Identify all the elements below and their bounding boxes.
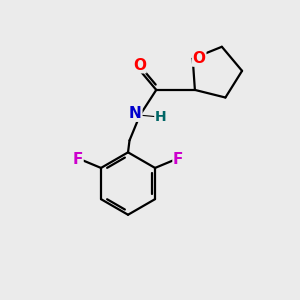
Text: F: F bbox=[73, 152, 83, 166]
Text: N: N bbox=[129, 106, 142, 121]
Text: O: O bbox=[193, 51, 206, 66]
Text: H: H bbox=[155, 110, 167, 124]
Text: O: O bbox=[133, 58, 146, 73]
Text: F: F bbox=[173, 152, 183, 166]
